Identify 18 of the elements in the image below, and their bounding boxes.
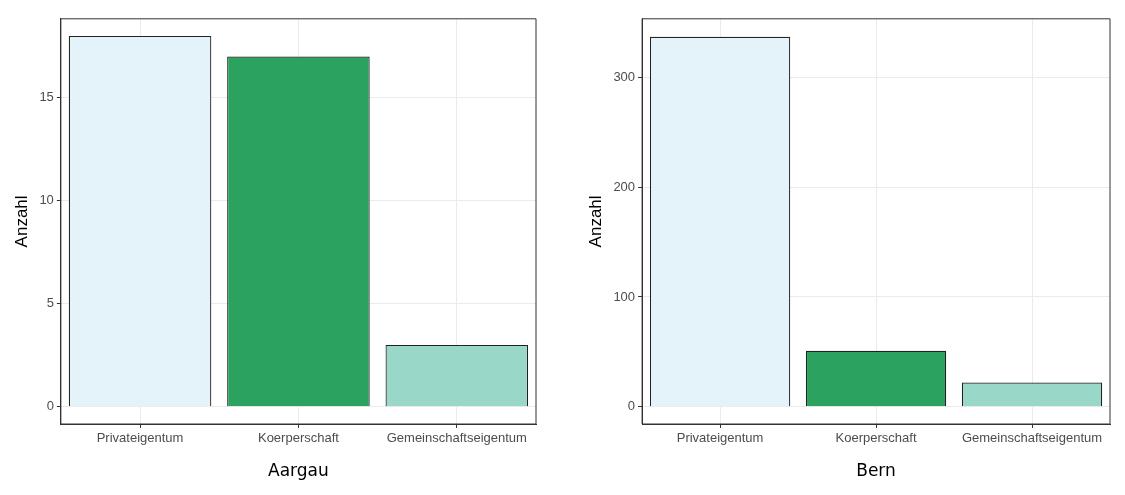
- x-tick-label: Koerperschaft: [835, 430, 917, 446]
- x-axis-title: Aargau: [268, 460, 329, 481]
- y-axis-title: Anzahl: [11, 195, 31, 248]
- x-tick-label: Gemeinschaftseigentum: [961, 430, 1103, 446]
- x-tick-label: Privateigentum: [96, 430, 184, 446]
- x-axis-title: Bern: [856, 460, 896, 481]
- x-tick-label: Privateigentum: [676, 430, 764, 446]
- y-tick-label: 0: [627, 398, 636, 414]
- y-tick-label: 100: [613, 288, 636, 304]
- y-tick-label: 0: [46, 398, 54, 414]
- y-axis-title: Anzahl: [585, 195, 605, 248]
- x-tick-label: Gemeinschaftseigentum: [386, 430, 527, 446]
- y-tick-label: 5: [46, 295, 54, 311]
- y-tick-label: 15: [39, 89, 54, 105]
- x-tick-label: Koerperschaft: [257, 430, 340, 446]
- y-tick-label: 10: [39, 192, 54, 208]
- y-tick-label: 300: [613, 69, 636, 84]
- y-tick-label: 200: [613, 178, 636, 194]
